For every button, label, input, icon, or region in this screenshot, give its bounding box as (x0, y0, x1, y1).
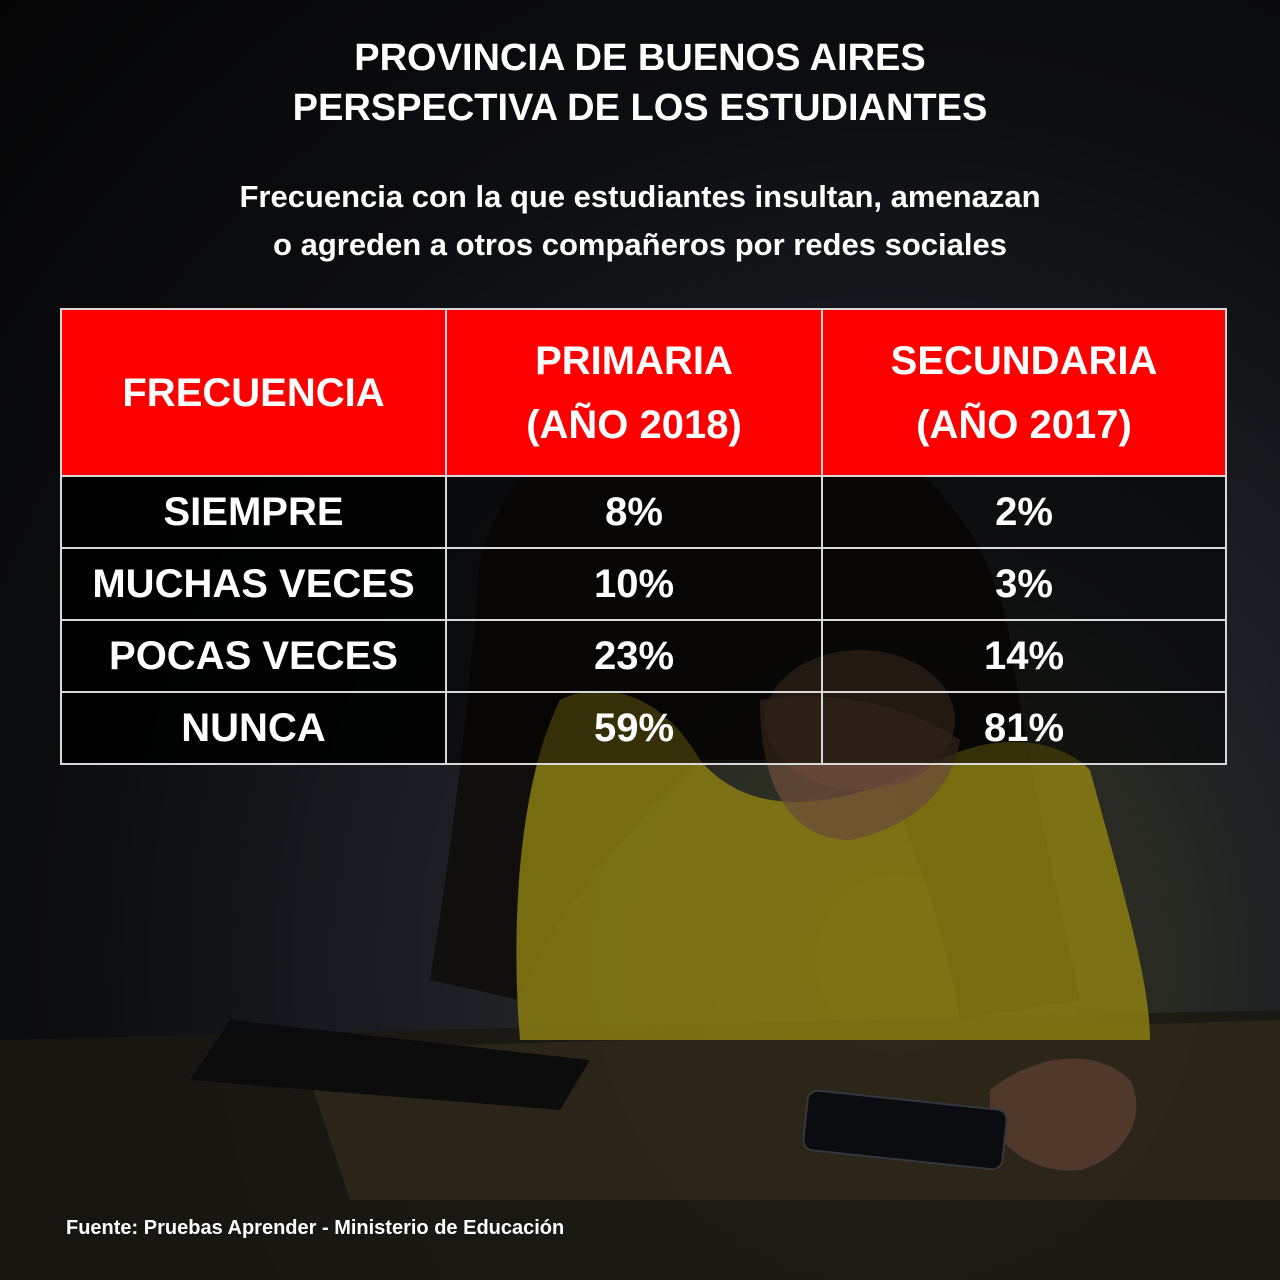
header-secundaria: SECUNDARIA (AÑO 2017) (821, 308, 1227, 477)
header-frecuencia: FRECUENCIA (60, 308, 447, 477)
subtitle-line: o agreden a otros compañeros por redes s… (273, 227, 1007, 262)
primaria-value: 10% (445, 547, 823, 621)
title-line: PROVINCIA DE BUENOS AIRES (354, 37, 926, 79)
header-line: PRIMARIA (535, 338, 733, 383)
table-row: MUCHAS VECES 10% 3% (60, 547, 1227, 621)
row-label: SIEMPRE (60, 475, 447, 549)
secundaria-value: 3% (821, 547, 1227, 621)
row-label: NUNCA (60, 691, 447, 765)
subtitle-line: Frecuencia con la que estudiantes insult… (239, 179, 1041, 214)
header-line: (AÑO 2017) (916, 402, 1132, 447)
secundaria-value: 2% (821, 475, 1227, 549)
primaria-value: 59% (445, 691, 823, 765)
secundaria-value: 14% (821, 619, 1227, 693)
table-row: NUNCA 59% 81% (60, 691, 1227, 765)
table-row: SIEMPRE 8% 2% (60, 475, 1227, 549)
header-line: SECUNDARIA (890, 338, 1158, 383)
table-row: POCAS VECES 23% 14% (60, 619, 1227, 693)
subtitle: Frecuencia con la que estudiantes insult… (0, 173, 1280, 269)
table-header-row: FRECUENCIA PRIMARIA (AÑO 2018) SECUNDARI… (60, 308, 1227, 477)
row-label: MUCHAS VECES (60, 547, 447, 621)
primaria-value: 8% (445, 475, 823, 549)
header-primaria: PRIMARIA (AÑO 2018) (445, 308, 823, 477)
secundaria-value: 81% (821, 691, 1227, 765)
title: PROVINCIA DE BUENOS AIRES PERSPECTIVA DE… (0, 33, 1280, 133)
primaria-value: 23% (445, 619, 823, 693)
title-line: PERSPECTIVA DE LOS ESTUDIANTES (292, 87, 988, 129)
frequency-table: FRECUENCIA PRIMARIA (AÑO 2018) SECUNDARI… (60, 308, 1227, 765)
source-note: Fuente: Pruebas Aprender - Ministerio de… (66, 1217, 565, 1239)
header-line: FRECUENCIA (122, 370, 385, 415)
header-line: (AÑO 2018) (526, 402, 742, 447)
row-label: POCAS VECES (60, 619, 447, 693)
